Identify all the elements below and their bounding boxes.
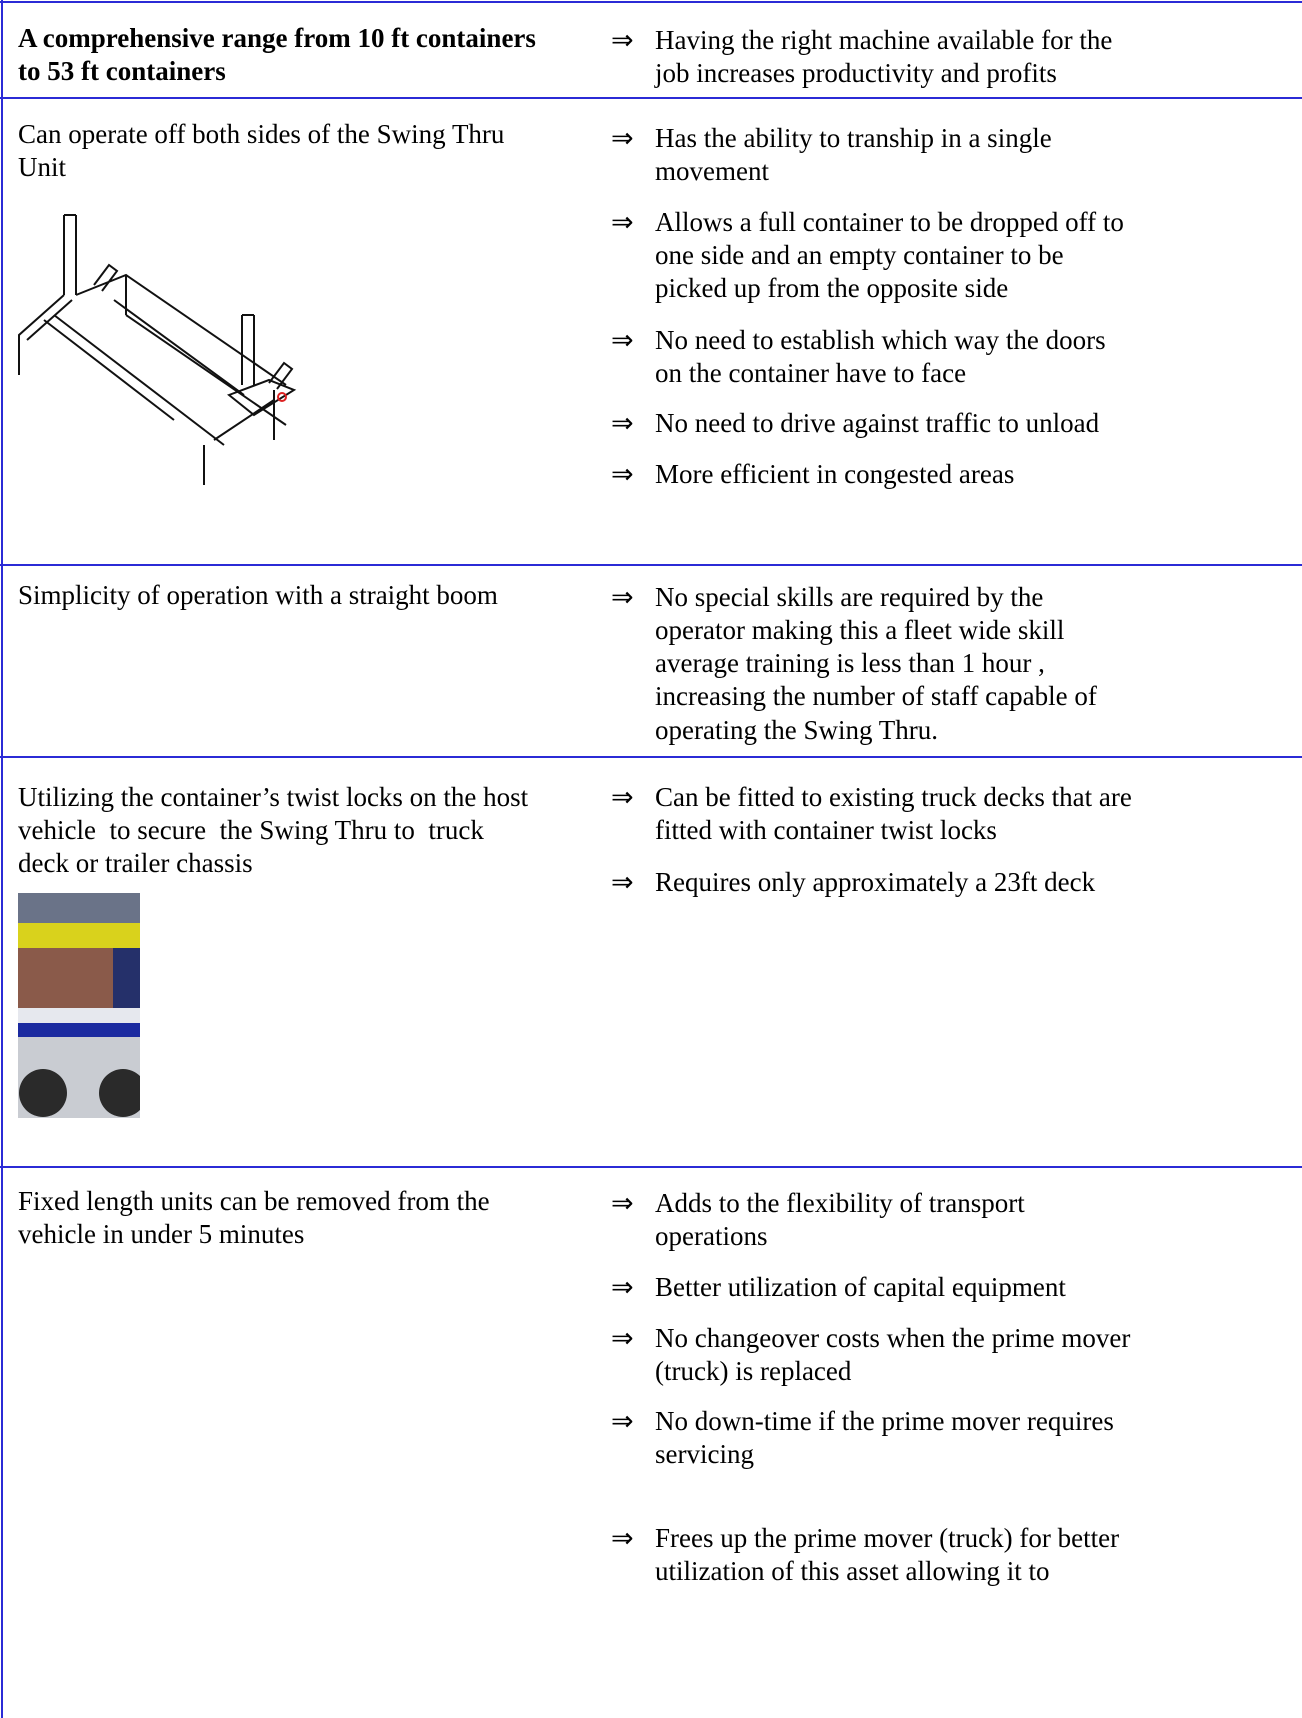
text-line: vehicle in under 5 minutes [18,1218,305,1249]
text-line: movement [655,155,769,186]
text-line: Fixed length units can be removed from t… [18,1185,490,1216]
row-border [0,1166,1302,1168]
text-line: Unit [18,151,67,182]
text-line: operator making this a fleet wide skill [655,614,1065,645]
row-border [0,1,1302,3]
text-line: No need to establish which way the doors [655,324,1106,355]
text-line: vehicle to secure the Swing Thru to truc… [18,814,484,845]
text-line: No changeover costs when the prime mover [655,1322,1131,1353]
text-line: operating the Swing Thru. [655,714,938,745]
text-line: Simplicity of operation with a straight … [18,579,498,610]
text-line: operations [655,1220,768,1251]
arrow-bullet: ⇒ [611,1322,634,1353]
text-line: fitted with container twist locks [655,814,997,845]
text-line: on the container have to face [655,357,967,388]
text-line: More efficient in congested areas [655,458,1015,489]
arrow-bullet: ⇒ [611,1187,634,1218]
arrow-bullet: ⇒ [611,324,634,355]
text-line: to 53 ft containers [18,55,226,86]
text-line: servicing [655,1438,754,1469]
swing-thru-drawing [18,214,297,485]
table-border [1,0,3,1718]
text-line: Better utilization of capital equipment [655,1271,1066,1302]
text-line: Can operate off both sides of the Swing … [18,118,505,149]
text-line: Allows a full container to be dropped of… [655,206,1124,237]
row-border [0,756,1302,758]
text-line: A comprehensive range from 10 ft contain… [18,22,536,53]
text-line: utilization of this asset allowing it to [655,1555,1050,1586]
text-line: Adds to the flexibility of transport [655,1187,1025,1218]
row-border [0,564,1302,566]
arrow-bullet: ⇒ [611,581,634,612]
text-line: Having the right machine available for t… [655,24,1113,55]
text-line: (truck) is replaced [655,1355,852,1386]
text-line: one side and an empty container to be [655,239,1064,270]
arrow-bullet: ⇒ [611,122,634,153]
arrow-bullet: ⇒ [611,781,634,812]
text-line: Can be fitted to existing truck decks th… [655,781,1132,812]
row-border [0,97,1302,99]
text-line: average training is less than 1 hour , [655,648,1045,679]
arrow-bullet: ⇒ [611,866,634,897]
text-line: Has the ability to tranship in a single [655,122,1052,153]
arrow-bullet: ⇒ [611,1405,634,1436]
arrow-bullet: ⇒ [611,24,634,55]
text-line: deck or trailer chassis [18,848,253,879]
truck-photo [18,893,140,1118]
text-line: No special skills are required by the [655,581,1044,612]
arrow-bullet: ⇒ [611,407,634,438]
text-line: Frees up the prime mover (truck) for bet… [655,1522,1120,1553]
text-line: increasing the number of staff capable o… [655,681,1097,712]
arrow-bullet: ⇒ [611,1522,634,1553]
text-line: Requires only approximately a 23ft deck [655,866,1096,897]
arrow-bullet: ⇒ [611,458,634,489]
text-line: picked up from the opposite side [655,273,1009,304]
arrow-bullet: ⇒ [611,1271,634,1302]
text-line: No down-time if the prime mover requires [655,1405,1114,1436]
arrow-bullet: ⇒ [611,206,634,237]
text-line: Utilizing the container’s twist locks on… [18,781,529,812]
text-line: job increases productivity and profits [655,57,1057,88]
text-line: No need to drive against traffic to unlo… [655,407,1100,438]
